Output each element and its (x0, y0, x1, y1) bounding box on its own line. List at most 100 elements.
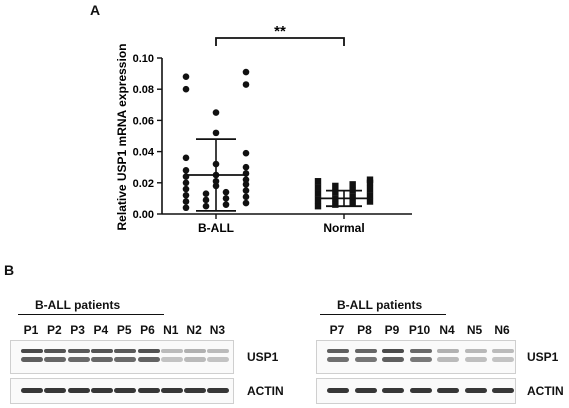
blot-band (437, 357, 459, 362)
blot-band (21, 388, 43, 393)
b-all-point (182, 167, 190, 174)
b-all-point (212, 109, 220, 116)
right-group-line (320, 314, 446, 315)
lane-label: P2 (46, 323, 62, 337)
lane-label: N1 (163, 323, 179, 337)
b-all-point (242, 68, 250, 76)
b-all-point (182, 154, 190, 162)
normal-point (366, 176, 374, 183)
y-tick-label: 0.06 (133, 115, 154, 127)
b-all-point (222, 201, 230, 208)
blot-band (114, 388, 137, 393)
blot-band (44, 357, 67, 362)
right-actin-blot (316, 378, 516, 404)
blot-band (492, 388, 514, 393)
blot-band (207, 349, 230, 353)
left-usp1-label: USP1 (247, 350, 279, 364)
significance-label: ** (274, 23, 286, 40)
blot-band (464, 357, 487, 362)
lane-label: P5 (116, 323, 132, 337)
blot-band (207, 388, 230, 393)
left-actin-label: ACTIN (247, 384, 284, 398)
blot-band (382, 388, 404, 393)
b-all-point (242, 163, 250, 171)
lane-label: P10 (408, 323, 431, 337)
b-all-point (242, 193, 250, 201)
blot-band (137, 357, 160, 362)
b-all-point (242, 187, 250, 194)
data-points (182, 68, 374, 212)
lane-label: P7 (329, 323, 345, 337)
b-all-point (242, 199, 250, 207)
panel-a-label: A (90, 2, 101, 18)
lane-label: N2 (186, 323, 202, 337)
blot-band (409, 388, 432, 393)
x-tick-label: Normal (323, 221, 364, 235)
normal-point (349, 199, 356, 207)
normal-point (314, 178, 322, 185)
b-all-point (182, 204, 190, 212)
blot-band (184, 349, 207, 353)
b-all-point (242, 81, 250, 88)
normal-point (314, 203, 322, 210)
blot-band (114, 357, 137, 362)
normal-point (366, 198, 374, 205)
lane-label: P8 (357, 323, 372, 337)
b-all-point (182, 85, 190, 93)
y-tick-label: 0.08 (133, 84, 154, 96)
panel-b-label: B (4, 262, 15, 278)
blot-band (492, 357, 514, 362)
normal-point (332, 201, 339, 208)
blot-band (67, 388, 90, 393)
lane-label: N6 (494, 323, 510, 337)
blot-band (409, 357, 432, 362)
blot-band (354, 357, 377, 362)
right-group-label: B-ALL patients (337, 298, 423, 312)
blot-band (382, 349, 404, 353)
b-all-point (242, 149, 250, 157)
b-all-point (222, 188, 230, 196)
right-usp1-blot (316, 340, 516, 374)
blot-band (184, 388, 207, 393)
blot-band (44, 388, 67, 393)
lane-label: P6 (140, 323, 155, 337)
blot-band (21, 349, 43, 353)
blot-band (90, 388, 113, 393)
blot-band (160, 349, 183, 353)
scatter-chart: Relative USP1 mRNA expression 0.000.020.… (115, 23, 412, 235)
blot-band (464, 388, 487, 393)
blot-band (67, 357, 90, 362)
b-all-point (202, 190, 210, 198)
normal-point (366, 185, 374, 193)
normal-point (332, 182, 339, 190)
lane-label: P3 (70, 323, 85, 337)
lane-label: N4 (439, 323, 455, 337)
blot-band (90, 349, 113, 353)
normal-point (332, 188, 339, 196)
blot-band (327, 349, 349, 353)
b-all-point (182, 191, 190, 199)
blot-band (354, 349, 377, 353)
b-all-point (182, 179, 190, 187)
left-usp1-blot (10, 340, 234, 374)
blot-band (207, 357, 230, 362)
lane-label: P4 (93, 323, 109, 337)
b-all-point (242, 176, 250, 183)
y-tick-label: 0.02 (133, 178, 154, 190)
blot-band (67, 349, 90, 353)
b-all-point (242, 181, 250, 188)
lane-label: P1 (23, 323, 39, 337)
lane-label: P9 (384, 323, 400, 337)
b-all-point (182, 185, 190, 193)
blot-band (327, 357, 349, 362)
blot-band (137, 349, 160, 353)
y-axis-label: Relative USP1 mRNA expression (115, 44, 129, 231)
b-all-point (222, 195, 230, 202)
blot-band (160, 357, 183, 362)
lane-label: N5 (466, 323, 483, 337)
blot-band (464, 349, 487, 353)
b-all-point (202, 202, 210, 210)
blot-band (137, 388, 160, 393)
y-axis: 0.00 0.02 0.04 0.06 0.08 0.10 (133, 53, 163, 221)
blot-band (114, 349, 137, 353)
